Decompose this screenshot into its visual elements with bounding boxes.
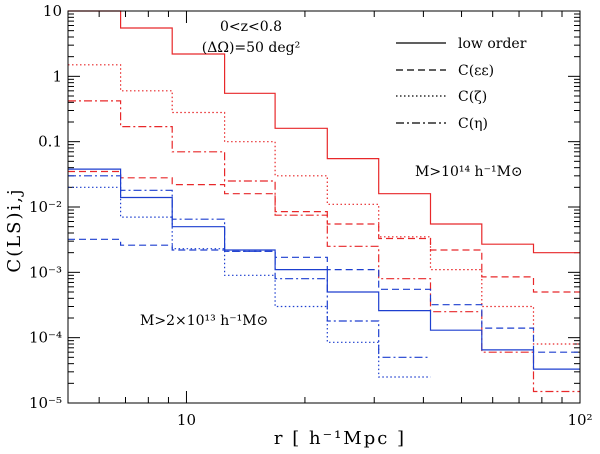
y-tick-label: 10⁻⁵ — [29, 394, 62, 412]
y-tick-label: 10⁻² — [29, 198, 62, 216]
series-line-high_mass-0 — [68, 10, 580, 254]
chart-series — [68, 10, 580, 393]
series-line-low_mass-7 — [68, 175, 431, 358]
area-annotation: (ΔΩ)=50 deg² — [202, 40, 300, 56]
series-line-low_mass-6 — [68, 186, 431, 378]
axis-ticks — [67, 10, 581, 404]
y-axis-label: C(LS)i,j — [4, 187, 25, 272]
legend-label-c-ee: C(εε) — [458, 63, 494, 79]
redshift-annotation: 0<z<0.8 — [220, 19, 282, 35]
tick-labels: 10 10² 10 1 0.1 10⁻² 10⁻³ 10⁻⁴ 10⁻⁵ — [29, 2, 593, 429]
legend-label-c-zeta: C(ζ) — [458, 89, 487, 105]
series-line-high_mass-3 — [68, 100, 580, 393]
low-mass-annotation: M>2×10¹³ h⁻¹M⊙ — [140, 313, 268, 329]
x-tick-label: 10 — [177, 411, 196, 429]
plot-frame — [67, 10, 581, 404]
legend-label-low-order: low order — [458, 36, 527, 52]
x-tick-label: 10² — [567, 411, 592, 429]
series-line-low_mass-4 — [68, 168, 580, 370]
series-line-low_mass-5 — [68, 238, 580, 353]
y-tick-label: 0.1 — [38, 133, 62, 151]
series-line-high_mass-2 — [68, 64, 580, 345]
y-tick-label: 10 — [43, 2, 62, 20]
y-tick-label: 10⁻⁴ — [29, 329, 62, 347]
y-tick-label: 10⁻³ — [29, 263, 62, 281]
series-line-high_mass-1 — [68, 170, 580, 293]
y-tick-label: 1 — [52, 67, 62, 85]
legend-label-c-eta: C(η) — [458, 116, 488, 132]
x-axis-label: r [ h⁻¹Mpc ] — [274, 428, 406, 449]
chart-legend: low order C(εε) C(ζ) C(η) — [396, 36, 527, 132]
high-mass-annotation: M>10¹⁴ h⁻¹M⊙ — [415, 164, 523, 180]
